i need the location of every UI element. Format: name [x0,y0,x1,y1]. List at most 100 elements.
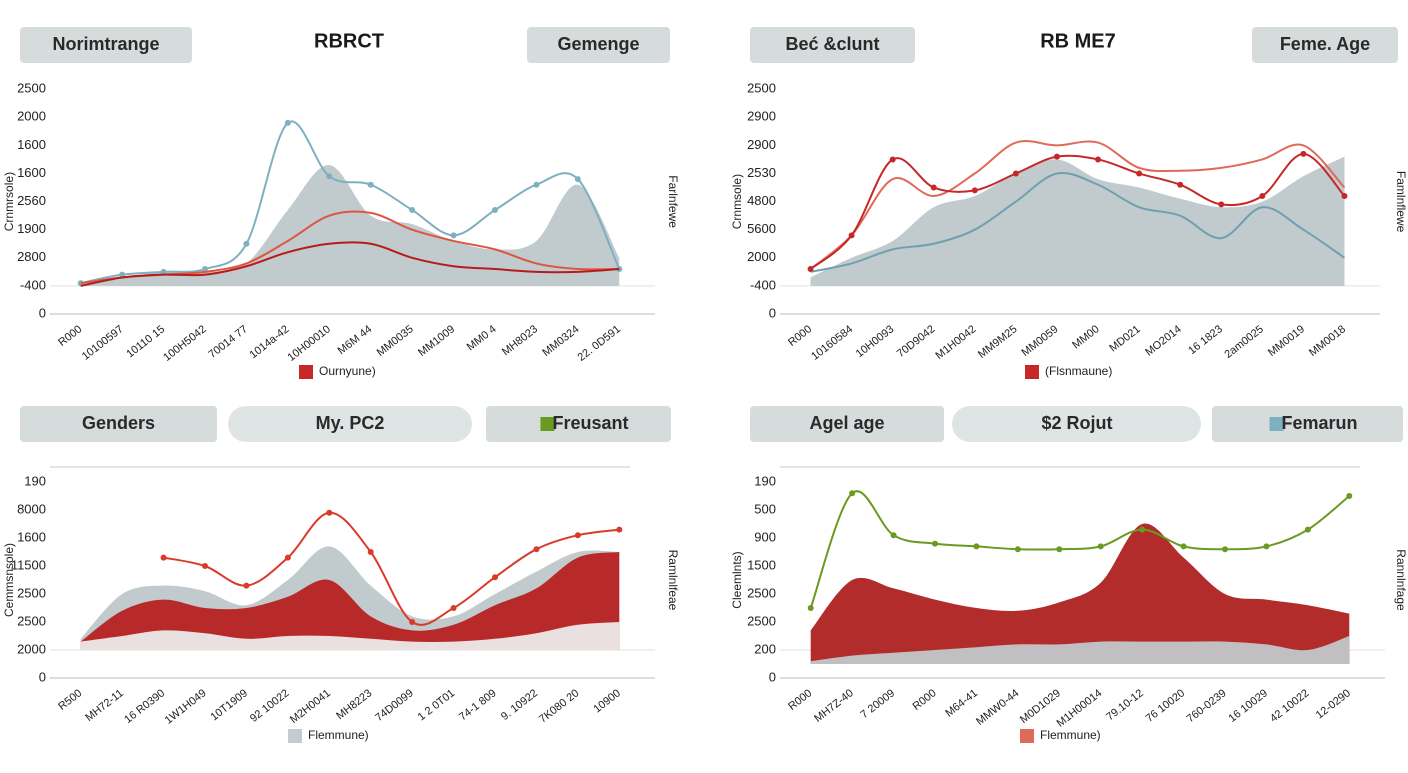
legend-swatch [299,365,313,379]
y-tick-label: 2000 [17,641,46,656]
x-tick-label: MD021 [1107,323,1142,354]
area [810,636,1350,664]
area [80,165,620,286]
marker [1139,526,1146,533]
x-tick-label: 12-0290 [1314,687,1353,721]
header-left: Genders [82,413,155,433]
x-tick-label: MM9M25 [976,323,1020,361]
x-tick-label: MH72-11 [83,687,125,724]
marker [367,549,374,555]
x-tick-label: 760-0239 [1185,687,1229,725]
y-tick-label: 8000 [17,501,46,516]
y-tick-label: 190 [24,473,46,488]
y-tick-label: 2900 [747,137,776,152]
y-tick-label: 1500 [747,557,776,572]
legend-label: (Flsnmaune) [1045,364,1112,378]
marker [1053,153,1060,160]
header-pill [228,406,472,442]
y-tick-label: 2500 [747,613,776,628]
x-tick-label: R000 [786,687,814,713]
y-tick-label: 2500 [17,613,46,628]
x-tick-label: M2H0041 [288,687,333,726]
header-right: Gemenge [557,34,639,54]
marker [119,271,126,278]
y-tick-label: -400 [750,277,776,292]
y2-axis-label: Farlnfewe [666,175,680,228]
y2-axis-label: Rannlnfage [1394,549,1408,611]
header-box [1212,406,1403,442]
x-tick-label: 1014a-42 [247,323,291,361]
marker [202,266,208,273]
y-tick-label: 200 [754,641,776,656]
x-tick-label: 10100597 [80,323,126,363]
x-tick-label: M6M 44 [336,323,375,357]
marker [574,176,581,183]
y-axis-label: Cleemlnts) [730,551,744,608]
x-tick-label: R500 [56,687,84,713]
x-tick-label: 10H00010 [286,323,333,364]
y-tick-label: 2500 [747,81,776,96]
marker [160,268,167,275]
marker [1304,526,1311,533]
x-tick-label: MM0035 [375,323,416,359]
line [809,490,1350,609]
x-tick-label: MO2014 [1143,323,1184,358]
y-tick-label: 2000 [747,249,776,264]
x-tick-label: 100H5042 [161,323,208,364]
marker [1346,493,1353,499]
legend-label: Flemmune) [308,728,369,742]
y-tick-label: 0 [769,669,776,684]
line [809,140,1346,270]
x-tick-label: 10160584 [809,323,855,363]
x-tick-label: 16 R0390 [122,687,167,726]
marker [326,173,333,180]
x-tick-label: MM0059 [1019,323,1060,359]
marker [326,509,333,516]
x-tick-label: MM1009 [416,323,457,359]
x-tick-label: 16 1823 [1186,323,1225,357]
marker [492,207,498,214]
marker [1097,543,1104,550]
legend-swatch [288,729,302,743]
area [810,523,1350,664]
y-tick-label: 2000 [17,109,46,124]
marker [1136,170,1143,177]
x-tick-label: 76 10020 [1144,687,1188,725]
marker [533,181,540,188]
marker [1218,201,1225,208]
y-tick-label: 0 [39,669,46,684]
area [810,156,1345,286]
y-tick-label: 0 [39,305,46,320]
marker [492,574,498,581]
x-tick-label: 7 20009 [858,687,897,721]
y2-axis-label: Ramlnlfeae [666,550,680,611]
chart-title: My. PC2 [316,413,385,433]
marker [574,532,581,539]
y-tick-label: 5600 [747,221,776,236]
y-axis-label: Crnmsole) [730,174,744,229]
marker [1014,546,1021,553]
header-box [750,406,944,442]
marker [889,156,896,163]
marker [243,582,250,589]
marker [1300,150,1307,157]
x-tick-label: 7K080 20 [537,687,582,725]
marker [409,619,416,625]
x-tick-label: M64-41 [943,687,980,719]
y-tick-label: 2560 [17,193,46,208]
y-tick-label: 1600 [17,165,46,180]
x-tick-label: 2am0025 [1222,323,1266,361]
marker [1263,543,1270,550]
header-box [20,406,217,442]
marker [1341,192,1348,199]
x-tick-label: MH8223 [334,687,374,722]
marker [1222,546,1228,553]
legend-swatch [1020,729,1034,743]
x-tick-label: 74-1 809 [457,687,499,723]
marker [367,181,374,188]
marker [932,540,938,547]
marker [971,187,978,194]
marker [616,526,623,533]
x-tick-label: 92 10022 [248,687,292,725]
y-tick-label: 0 [769,305,776,320]
